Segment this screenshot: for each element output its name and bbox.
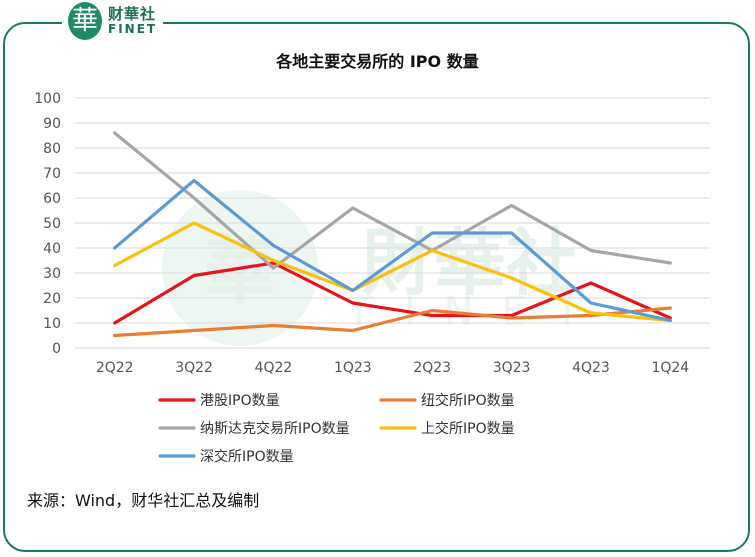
x-tick-label: 3Q22 xyxy=(175,360,213,376)
legend-label: 港股IPO数量 xyxy=(200,393,280,409)
watermark-name-en: FINET xyxy=(353,289,607,335)
series-line-4 xyxy=(113,178,672,323)
x-tick-label: 2Q22 xyxy=(96,360,134,376)
brand-logo: 華 财華社 FINET xyxy=(62,0,164,42)
chart-frame xyxy=(3,22,750,552)
y-tick-label: 40 xyxy=(43,241,61,257)
x-tick-label: 3Q23 xyxy=(493,360,531,376)
y-tick-label: 50 xyxy=(43,216,61,232)
x-tick-label: 1Q23 xyxy=(334,360,372,376)
series-line-2 xyxy=(113,131,672,270)
brand-name-cn: 财華社 xyxy=(108,4,157,23)
brand-mark: 華 xyxy=(68,2,102,40)
y-axis: 0 10 20 30 40 50 60 70 80 90 100 xyxy=(34,91,61,357)
y-tick-label: 80 xyxy=(43,141,61,157)
x-tick-label: 2Q23 xyxy=(413,360,451,376)
source-note: 来源：Wind，财华社汇总及编制 xyxy=(27,491,260,510)
legend-label: 上交所IPO数量 xyxy=(421,420,515,437)
y-tick-label: 0 xyxy=(52,341,61,357)
series-lines xyxy=(113,131,672,338)
chart-title: 各地主要交易所的 IPO 数量 xyxy=(276,52,479,71)
legend-label: 纳斯达克交易所IPO数量 xyxy=(200,420,350,437)
brand-text: 财華社 FINET xyxy=(108,4,158,36)
y-tick-label: 90 xyxy=(43,116,61,132)
y-tick-label: 60 xyxy=(43,191,61,207)
grid-lines xyxy=(75,97,710,349)
brand-name-en: FINET xyxy=(108,21,158,36)
legend-label: 纽交所IPO数量 xyxy=(421,392,515,409)
x-tick-label: 1Q24 xyxy=(651,360,689,376)
series-line-1 xyxy=(113,306,672,338)
y-tick-label: 70 xyxy=(43,166,61,182)
y-tick-label: 20 xyxy=(43,291,61,307)
series-line-3 xyxy=(113,221,672,323)
y-tick-label: 100 xyxy=(34,91,61,107)
y-tick-label: 10 xyxy=(43,316,61,332)
series-line-0 xyxy=(113,261,672,325)
x-tick-label: 4Q22 xyxy=(255,360,293,376)
legend-label: 深交所IPO数量 xyxy=(200,448,294,465)
x-axis: 2Q22 3Q22 4Q22 1Q23 2Q23 3Q23 4Q23 1Q24 xyxy=(96,360,689,376)
y-tick-label: 30 xyxy=(43,266,61,282)
x-tick-label: 4Q23 xyxy=(572,360,610,376)
